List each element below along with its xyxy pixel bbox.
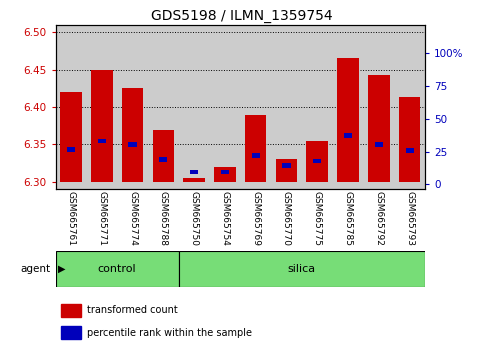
Text: percentile rank within the sample: percentile rank within the sample xyxy=(87,328,252,338)
Text: agent: agent xyxy=(21,264,51,274)
Bar xyxy=(60,92,82,182)
Bar xyxy=(210,25,240,189)
Bar xyxy=(364,25,394,189)
Bar xyxy=(91,70,113,182)
Bar xyxy=(117,25,148,189)
Bar xyxy=(406,148,414,153)
Bar xyxy=(128,142,137,147)
Text: control: control xyxy=(98,264,136,274)
Text: GDS5198 / ILMN_1359754: GDS5198 / ILMN_1359754 xyxy=(151,9,332,23)
Bar xyxy=(61,303,82,317)
Bar xyxy=(394,25,425,189)
Bar xyxy=(271,25,302,189)
Bar xyxy=(153,130,174,182)
Bar xyxy=(368,75,390,182)
Bar xyxy=(179,25,210,189)
Bar xyxy=(276,159,297,182)
Bar xyxy=(159,157,168,162)
Bar xyxy=(86,25,117,189)
Bar xyxy=(375,142,383,147)
Bar xyxy=(252,154,260,158)
Bar xyxy=(61,326,82,339)
Text: ▶: ▶ xyxy=(58,264,66,274)
Bar xyxy=(56,25,86,189)
Bar xyxy=(190,170,198,175)
Bar xyxy=(98,138,106,143)
Bar xyxy=(148,25,179,189)
Bar xyxy=(283,163,291,168)
Text: transformed count: transformed count xyxy=(87,306,178,315)
Bar xyxy=(337,58,359,182)
Bar xyxy=(221,170,229,175)
Bar xyxy=(184,178,205,182)
Bar xyxy=(122,88,143,182)
Bar xyxy=(333,25,364,189)
Bar xyxy=(240,25,271,189)
FancyBboxPatch shape xyxy=(179,251,425,287)
Bar xyxy=(399,97,420,182)
Bar xyxy=(313,159,321,163)
Bar xyxy=(214,167,236,182)
Bar xyxy=(302,25,333,189)
Bar xyxy=(307,141,328,182)
FancyBboxPatch shape xyxy=(56,251,179,287)
Bar xyxy=(67,148,75,152)
Text: silica: silica xyxy=(288,264,316,274)
Bar xyxy=(245,115,267,182)
Bar xyxy=(344,133,352,138)
